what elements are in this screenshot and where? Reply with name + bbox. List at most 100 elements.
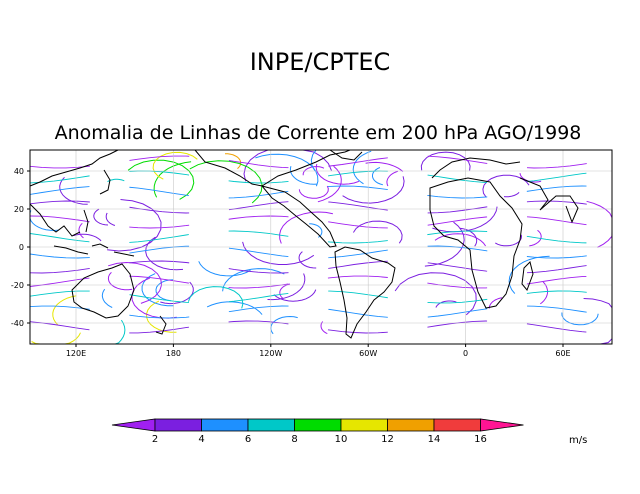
colorbar-tick-label: 8 [291, 434, 297, 445]
coastlines [29, 149, 579, 339]
colorbar-tick-label: 2 [152, 434, 158, 445]
streamline [529, 229, 542, 247]
streamline [273, 289, 317, 302]
colorbar-tick-label: 12 [381, 434, 394, 445]
colorbar-segment [387, 418, 435, 432]
graticule [30, 150, 612, 344]
lat-tick-label: -40 [11, 319, 24, 328]
streamline [206, 301, 263, 315]
lon-tick-label: 180 [166, 349, 181, 358]
lon-tick-label: 0 [463, 349, 468, 358]
streamline [488, 297, 503, 309]
longitude-labels: 120E 180 120W 60W 0 60E [66, 344, 571, 358]
japan-islands [99, 169, 111, 195]
new-zealand-islands [155, 315, 167, 335]
greenland-coast [329, 149, 363, 161]
streamline [503, 191, 520, 198]
streamline [105, 212, 116, 226]
lat-tick-label: -20 [11, 281, 24, 290]
streamline [187, 286, 244, 309]
indonesia-islands [53, 243, 135, 257]
lon-tick-label: 60E [555, 349, 570, 358]
streamline [141, 273, 174, 307]
colorbar-segment [340, 418, 388, 432]
streamline [352, 150, 372, 185]
streamline [160, 281, 194, 305]
south-america-coast [334, 246, 396, 339]
colorbar-segment [247, 418, 295, 432]
streamline [78, 222, 84, 239]
streamline [424, 221, 465, 267]
europe-coast [431, 157, 521, 179]
streamline [342, 176, 405, 204]
colorbar-segment [154, 418, 202, 432]
streamline [52, 295, 77, 326]
colorbar-tick-label: 4 [198, 434, 204, 445]
colorbar-unit: m/s [569, 435, 587, 446]
lat-tick-label: 20 [14, 205, 24, 214]
streamline [59, 176, 88, 205]
streamline [108, 261, 163, 304]
streamline [539, 281, 549, 305]
streamline [189, 160, 263, 204]
streamline [435, 300, 457, 308]
streamline [198, 261, 251, 277]
streamline [508, 255, 550, 294]
streamline [315, 163, 360, 185]
north-america-coast [194, 149, 351, 187]
colorbar-tick-label: 6 [245, 434, 251, 445]
colorbar-tick-label: 14 [428, 434, 441, 445]
streamline [155, 279, 174, 302]
streamline [352, 220, 403, 244]
streamline [267, 273, 306, 301]
streamline [93, 208, 109, 226]
streamline [386, 170, 399, 187]
streamline [495, 234, 523, 247]
streamline [298, 251, 317, 269]
streamline [107, 199, 162, 252]
streamline [73, 233, 102, 242]
colorbar-segment [433, 418, 481, 432]
streamline [279, 211, 333, 244]
streamline [420, 151, 471, 171]
lon-tick-label: 60W [359, 349, 377, 358]
colorbar-segment [294, 418, 342, 432]
streamline [146, 300, 177, 333]
lat-tick-label: 0 [19, 243, 24, 252]
streamline [302, 166, 325, 176]
streamline [432, 206, 498, 233]
streamline [320, 321, 328, 335]
australia-coast [71, 263, 135, 319]
map-subtitle: Anomalia de Linhas de Corrente em 200 hP… [55, 122, 582, 144]
colorbar-low-arrow [111, 418, 156, 432]
colorbar-high-arrow [480, 418, 524, 432]
lat-tick-label: 40 [14, 167, 24, 176]
southeast-asia-coast [29, 203, 81, 237]
institute-title: INPE/CPTEC [250, 48, 391, 76]
colorbar-segment [201, 418, 249, 432]
streamline [224, 153, 242, 169]
streamline [101, 288, 113, 308]
streamline [279, 283, 291, 299]
arabia-india-coast [519, 177, 579, 224]
africa-coast [429, 177, 523, 309]
central-america-coast [260, 185, 337, 248]
streamline [309, 223, 323, 238]
latitude-labels: 40 20 0 -20 -40 [11, 167, 30, 328]
lon-tick-label: 120W [259, 349, 282, 358]
streamline [434, 233, 487, 247]
lon-tick-label: 120E [66, 349, 86, 358]
colorbar-tick-label: 10 [335, 434, 348, 445]
streamline [145, 236, 184, 271]
streamline [365, 161, 404, 172]
madagascar-coast [521, 261, 534, 291]
asia-coast [29, 149, 119, 187]
streamline [561, 312, 599, 326]
streamline [127, 159, 195, 200]
streamline [298, 185, 329, 199]
map-panel: 40 20 0 -20 -40 120E 180 120W 60W 0 60E [11, 149, 613, 358]
streamline [372, 167, 384, 186]
philippines-islands [83, 209, 89, 233]
colorbar-tick-label: 16 [474, 434, 487, 445]
